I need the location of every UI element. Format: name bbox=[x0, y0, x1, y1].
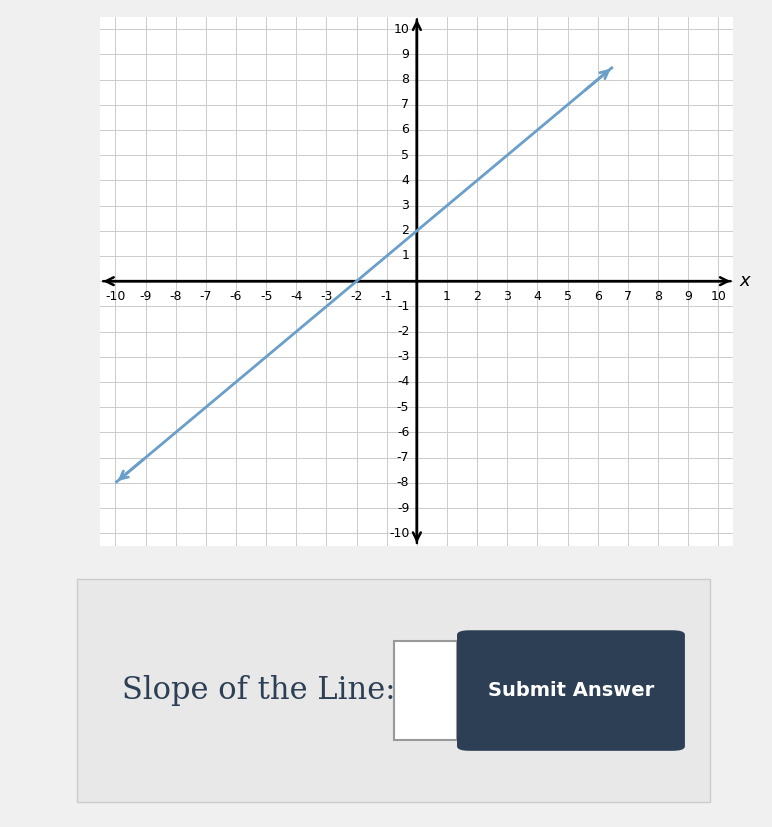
Text: -2: -2 bbox=[397, 325, 409, 338]
Text: 1: 1 bbox=[401, 250, 409, 262]
Text: Submit Answer: Submit Answer bbox=[488, 681, 654, 700]
Text: -4: -4 bbox=[290, 290, 303, 303]
Text: 4: 4 bbox=[533, 290, 541, 303]
Text: 3: 3 bbox=[503, 290, 511, 303]
Text: 9: 9 bbox=[684, 290, 692, 303]
Text: -10: -10 bbox=[105, 290, 126, 303]
Text: 8: 8 bbox=[654, 290, 662, 303]
Text: 3: 3 bbox=[401, 199, 409, 212]
Text: 7: 7 bbox=[401, 98, 409, 112]
Text: -5: -5 bbox=[397, 401, 409, 414]
Text: -9: -9 bbox=[140, 290, 152, 303]
Text: -9: -9 bbox=[397, 501, 409, 514]
Text: -8: -8 bbox=[397, 476, 409, 490]
Text: 6: 6 bbox=[401, 123, 409, 136]
Text: -2: -2 bbox=[350, 290, 363, 303]
Text: 2: 2 bbox=[473, 290, 481, 303]
Text: -3: -3 bbox=[397, 351, 409, 363]
Text: -10: -10 bbox=[389, 527, 409, 540]
FancyBboxPatch shape bbox=[394, 642, 457, 739]
Text: -6: -6 bbox=[397, 426, 409, 439]
Text: -3: -3 bbox=[320, 290, 333, 303]
Text: 10: 10 bbox=[394, 22, 409, 36]
Text: -1: -1 bbox=[381, 290, 393, 303]
Text: -8: -8 bbox=[170, 290, 182, 303]
Text: 5: 5 bbox=[401, 149, 409, 161]
Text: 2: 2 bbox=[401, 224, 409, 237]
Text: x: x bbox=[740, 272, 750, 290]
Text: -6: -6 bbox=[230, 290, 242, 303]
Text: -4: -4 bbox=[397, 375, 409, 389]
Text: -5: -5 bbox=[260, 290, 273, 303]
Text: 1: 1 bbox=[443, 290, 451, 303]
FancyBboxPatch shape bbox=[457, 630, 685, 751]
Text: Slope of the Line:: Slope of the Line: bbox=[121, 675, 395, 706]
FancyBboxPatch shape bbox=[77, 579, 710, 802]
Text: 6: 6 bbox=[594, 290, 601, 303]
Text: 9: 9 bbox=[401, 48, 409, 61]
Text: 4: 4 bbox=[401, 174, 409, 187]
Text: -7: -7 bbox=[397, 451, 409, 464]
Text: -7: -7 bbox=[200, 290, 212, 303]
Text: -1: -1 bbox=[397, 300, 409, 313]
Text: 5: 5 bbox=[564, 290, 571, 303]
Text: 7: 7 bbox=[624, 290, 632, 303]
Text: 8: 8 bbox=[401, 73, 409, 86]
Text: 10: 10 bbox=[710, 290, 726, 303]
